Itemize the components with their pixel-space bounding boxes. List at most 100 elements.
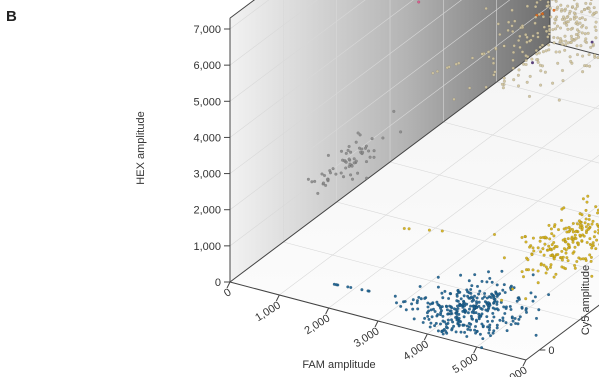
- point-gray: [310, 180, 314, 184]
- point-beige: [574, 15, 578, 19]
- point-blue: [444, 322, 448, 326]
- point-gold: [556, 228, 561, 232]
- point-blue: [480, 346, 484, 350]
- point-blue: [441, 332, 445, 336]
- point-blue: [399, 304, 403, 308]
- point-gold: [552, 234, 556, 238]
- point-blue: [428, 325, 432, 329]
- point-blue: [486, 319, 490, 323]
- point-blue: [449, 318, 454, 322]
- point-beige: [452, 97, 456, 101]
- point-beige: [510, 24, 514, 28]
- point-blue: [418, 284, 422, 289]
- point-beige: [569, 27, 573, 31]
- point-beige: [533, 21, 537, 25]
- point-gold: [545, 267, 549, 271]
- point-blue: [495, 292, 499, 296]
- point-beige: [507, 20, 511, 24]
- point-beige: [596, 56, 599, 60]
- point-blue: [481, 324, 485, 328]
- point-gray: [364, 160, 369, 164]
- point-beige: [454, 62, 458, 66]
- point-blue: [493, 307, 497, 311]
- point-blue: [508, 304, 512, 309]
- point-beige: [555, 24, 560, 28]
- point-blue: [463, 304, 467, 308]
- point-gold: [577, 219, 581, 223]
- point-blue: [472, 294, 477, 298]
- point-beige: [592, 6, 596, 10]
- point-blue: [488, 303, 492, 307]
- point-blue: [480, 279, 484, 283]
- point-beige: [500, 82, 504, 86]
- point-gold: [548, 237, 552, 241]
- point-beige: [545, 4, 549, 8]
- point-beige: [536, 31, 540, 35]
- hex-tick-label: 0: [215, 277, 221, 289]
- point-beige: [525, 4, 529, 8]
- point-beige: [555, 15, 559, 19]
- point-gold: [539, 263, 543, 267]
- point-blue: [457, 316, 461, 320]
- point-beige: [588, 64, 592, 68]
- point-blue: [446, 318, 450, 322]
- point-blue: [459, 330, 463, 334]
- point-gray: [399, 130, 403, 134]
- point-beige: [560, 8, 564, 12]
- point-gold: [584, 231, 588, 235]
- point-gold: [550, 232, 554, 236]
- point-beige: [584, 26, 588, 30]
- point-blue: [462, 294, 466, 298]
- hex-tick-label: 1,000: [193, 241, 221, 253]
- point-beige: [566, 20, 570, 24]
- point-gold: [590, 222, 594, 226]
- point-beige: [524, 62, 528, 67]
- point-blue: [489, 295, 493, 300]
- point-blue: [534, 333, 538, 337]
- point-blue: [531, 299, 535, 303]
- point-beige: [536, 60, 540, 64]
- point-blue: [488, 276, 492, 280]
- grid-line-floor-fam: [476, 254, 599, 348]
- floor-hex-zero: [230, 42, 599, 360]
- point-beige: [580, 10, 584, 14]
- point-blue: [433, 324, 437, 328]
- point-beige: [565, 23, 569, 27]
- point-blue: [511, 319, 515, 323]
- point-blue: [479, 314, 483, 318]
- point-gold: [592, 235, 596, 239]
- point-blue: [440, 291, 444, 295]
- point-gold: [566, 246, 570, 250]
- fam-tick-mark: [423, 333, 428, 341]
- point-beige: [553, 21, 557, 25]
- point-beige: [525, 35, 529, 39]
- point-beige: [580, 31, 584, 35]
- point-beige: [580, 25, 584, 29]
- point-gold: [551, 254, 555, 258]
- point-blue: [504, 305, 508, 309]
- fam-tick-label: 3,000: [352, 325, 382, 350]
- point-beige: [574, 32, 578, 37]
- fam-tick-label: 5,000: [451, 351, 481, 376]
- point-blue: [514, 321, 518, 326]
- point-beige: [491, 61, 496, 65]
- point-beige: [498, 32, 502, 37]
- point-blue: [468, 328, 473, 332]
- point-blue: [464, 309, 468, 313]
- point-beige: [565, 15, 569, 20]
- point-beige: [516, 84, 521, 88]
- point-gold: [531, 268, 535, 272]
- point-blue: [457, 324, 461, 328]
- point-beige: [578, 17, 582, 21]
- point-blue: [474, 311, 478, 315]
- point-blue: [533, 295, 537, 299]
- point-blue: [534, 316, 539, 320]
- point-blue: [524, 308, 528, 312]
- plot-walls: [230, 0, 599, 360]
- point-gray: [343, 159, 347, 163]
- point-blue: [426, 314, 430, 318]
- point-gray: [326, 177, 330, 181]
- fam-tick-mark: [226, 281, 231, 289]
- point-gray: [328, 169, 332, 173]
- point-blue: [426, 301, 430, 305]
